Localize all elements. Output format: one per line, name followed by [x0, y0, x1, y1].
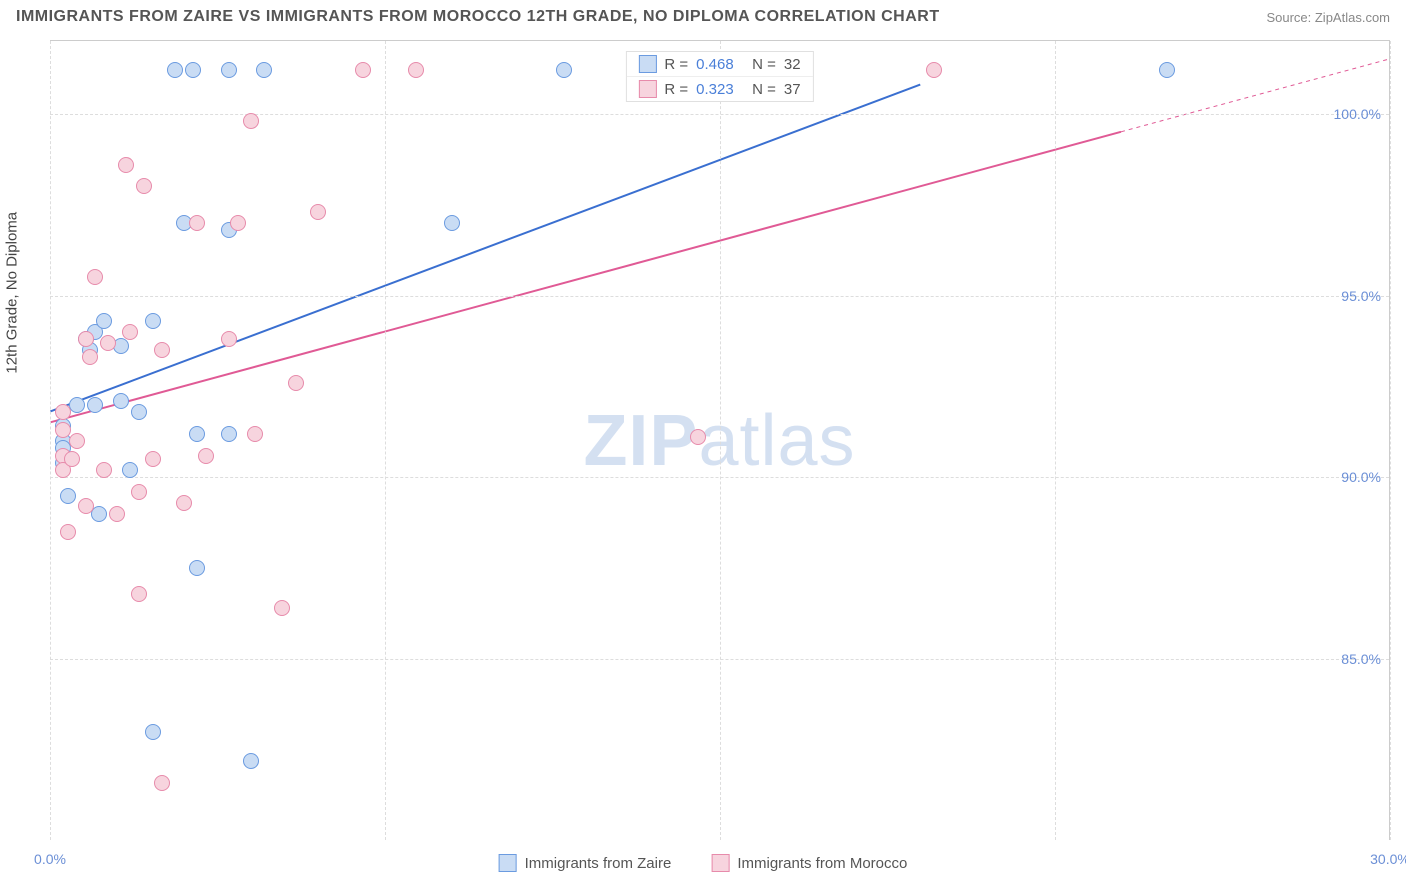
data-point: [109, 506, 125, 522]
data-point: [136, 178, 152, 194]
data-point: [78, 498, 94, 514]
data-point: [230, 215, 246, 231]
data-point: [145, 451, 161, 467]
gridline-v: [50, 41, 51, 840]
data-point: [189, 215, 205, 231]
data-point: [154, 775, 170, 791]
correlation-legend: R = 0.468 N = 32 R = 0.323 N = 37: [625, 51, 813, 102]
gridline-v: [720, 41, 721, 840]
data-point: [690, 429, 706, 445]
gridline-v: [385, 41, 386, 840]
data-point: [154, 342, 170, 358]
data-point: [131, 484, 147, 500]
data-point: [198, 448, 214, 464]
data-point: [189, 560, 205, 576]
data-point: [247, 426, 263, 442]
data-point: [87, 269, 103, 285]
source-text: Source: ZipAtlas.com: [1266, 10, 1390, 25]
chart-title: IMMIGRANTS FROM ZAIRE VS IMMIGRANTS FROM…: [16, 8, 940, 26]
data-point: [221, 331, 237, 347]
data-point: [96, 462, 112, 478]
data-point: [556, 62, 572, 78]
data-point: [131, 586, 147, 602]
data-point: [64, 451, 80, 467]
data-point: [118, 157, 134, 173]
data-point: [221, 62, 237, 78]
trend-line-zaire: [50, 85, 920, 412]
x-tick-label: 30.0%: [1370, 851, 1406, 867]
data-point: [69, 433, 85, 449]
n-value-zaire: 32: [784, 56, 801, 73]
y-tick-label: 85.0%: [1341, 651, 1381, 667]
data-point: [60, 524, 76, 540]
data-point: [96, 313, 112, 329]
data-point: [444, 215, 460, 231]
data-point: [55, 404, 71, 420]
y-tick-label: 100.0%: [1334, 106, 1381, 122]
data-point: [189, 426, 205, 442]
legend-row-zaire: R = 0.468 N = 32: [626, 52, 812, 77]
data-point: [87, 397, 103, 413]
swatch-morocco: [638, 80, 656, 98]
data-point: [310, 204, 326, 220]
n-value-morocco: 37: [784, 81, 801, 98]
data-point: [274, 600, 290, 616]
gridline-v: [1390, 41, 1391, 840]
data-point: [60, 488, 76, 504]
data-point: [176, 495, 192, 511]
legend-item-morocco: Immigrants from Morocco: [711, 854, 907, 872]
r-value-morocco: 0.323: [696, 81, 744, 98]
data-point: [113, 393, 129, 409]
data-point: [122, 462, 138, 478]
data-point: [185, 62, 201, 78]
data-point: [145, 724, 161, 740]
data-point: [243, 753, 259, 769]
gridline-v: [1055, 41, 1056, 840]
swatch-morocco-icon: [711, 854, 729, 872]
trend-line-morocco: [50, 132, 1121, 423]
data-point: [243, 113, 259, 129]
data-point: [55, 422, 71, 438]
y-axis-label: 12th Grade, No Diploma: [4, 212, 21, 374]
data-point: [122, 324, 138, 340]
data-point: [78, 331, 94, 347]
data-point: [355, 62, 371, 78]
data-point: [1159, 62, 1175, 78]
data-point: [100, 335, 116, 351]
r-value-zaire: 0.468: [696, 56, 744, 73]
data-point: [221, 426, 237, 442]
swatch-zaire: [638, 55, 656, 73]
y-tick-label: 90.0%: [1341, 469, 1381, 485]
chart-area: ZIPatlas R = 0.468 N = 32 R = 0.323 N = …: [50, 40, 1390, 840]
y-tick-label: 95.0%: [1341, 288, 1381, 304]
legend-item-zaire: Immigrants from Zaire: [499, 854, 672, 872]
data-point: [408, 62, 424, 78]
data-point: [926, 62, 942, 78]
swatch-zaire-icon: [499, 854, 517, 872]
data-point: [288, 375, 304, 391]
data-point: [167, 62, 183, 78]
data-point: [256, 62, 272, 78]
legend-row-morocco: R = 0.323 N = 37: [626, 77, 812, 101]
data-point: [145, 313, 161, 329]
x-tick-label: 0.0%: [34, 851, 66, 867]
data-point: [131, 404, 147, 420]
series-legend: Immigrants from Zaire Immigrants from Mo…: [499, 854, 908, 872]
data-point: [82, 349, 98, 365]
